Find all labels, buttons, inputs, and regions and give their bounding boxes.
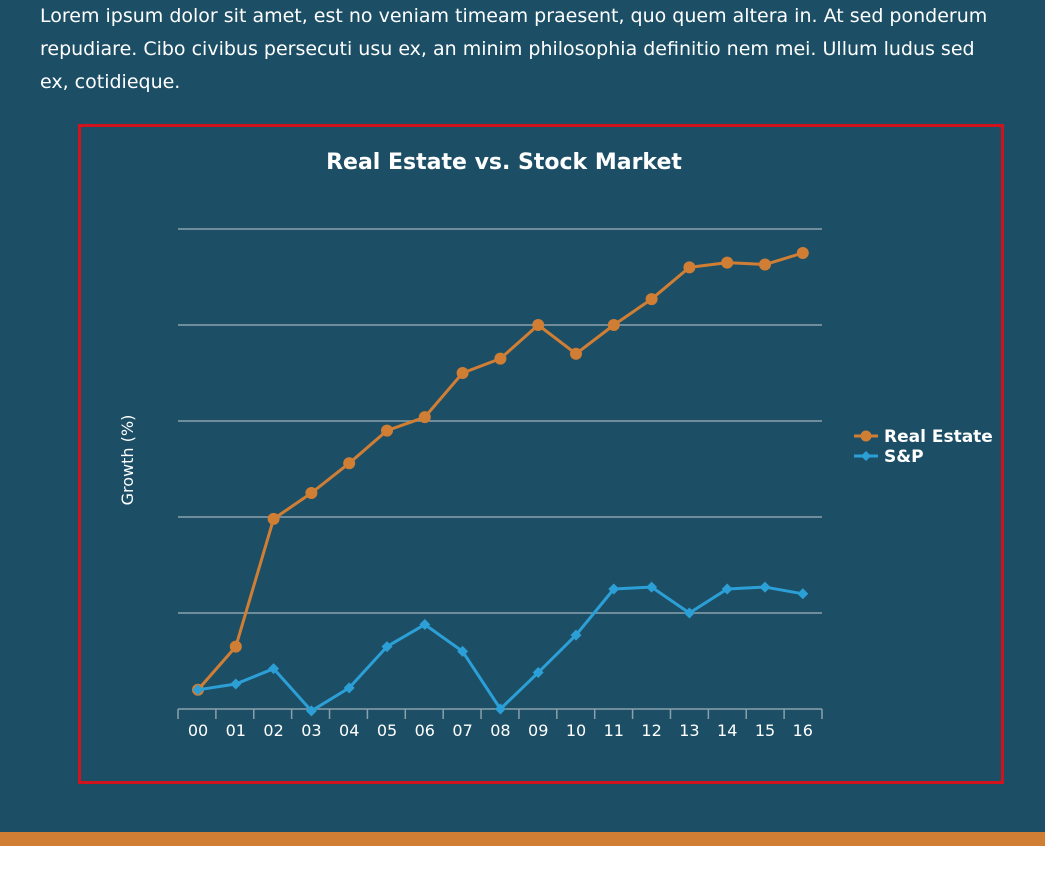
x-tick-label: 00 (188, 721, 208, 740)
series-real-estate (192, 247, 809, 696)
legend-item-real-estate: Real Estate (854, 427, 993, 447)
data-point (381, 424, 393, 437)
x-tick-label: 04 (339, 721, 359, 740)
gridlines (178, 228, 822, 614)
data-point (494, 352, 507, 365)
data-point (305, 487, 318, 499)
series-lines (192, 247, 809, 717)
data-point (268, 663, 280, 675)
x-tick-label: 11 (604, 721, 624, 740)
x-tick-label: 07 (452, 721, 472, 740)
x-tick-label: 16 (793, 721, 813, 740)
line-chart: Real Estate vs. Stock Market Growth (%) … (118, 150, 993, 740)
chart-frame: Real Estate vs. Stock Market Growth (%) … (78, 124, 1004, 784)
data-point (683, 607, 695, 619)
data-point (343, 457, 356, 470)
x-tick-label: 02 (263, 721, 283, 740)
data-point (797, 588, 809, 600)
data-point (570, 629, 582, 641)
data-point (343, 682, 355, 694)
intro-paragraph: Lorem ipsum dolor sit amet, est no venia… (40, 5, 988, 93)
legend-item-sp: S&P (854, 447, 924, 467)
x-tick-label: 06 (415, 721, 435, 740)
data-point (457, 645, 469, 657)
data-point (532, 319, 545, 331)
x-tick-label: 12 (641, 721, 661, 740)
data-point (608, 583, 620, 595)
legend-marker (861, 451, 871, 461)
data-point (418, 411, 431, 424)
data-point (456, 367, 469, 379)
data-point (721, 583, 733, 595)
data-point (646, 581, 658, 593)
data-point (267, 512, 280, 525)
data-point (683, 261, 696, 274)
x-tick-label: 09 (528, 721, 548, 740)
data-point (305, 705, 317, 717)
data-point (645, 293, 658, 306)
data-point (759, 258, 771, 271)
legend-marker (860, 430, 872, 442)
x-tick-label: 05 (377, 721, 397, 740)
data-point (759, 581, 771, 593)
x-tick-label: 10 (566, 721, 586, 740)
footer-accent-bar (0, 832, 1045, 846)
series-line (196, 251, 804, 691)
data-point (381, 641, 393, 653)
chart-title: Real Estate vs. Stock Market (326, 150, 682, 175)
data-point (494, 703, 506, 715)
x-tick-label: 13 (679, 721, 699, 740)
x-tick-label: 15 (755, 721, 775, 740)
data-point (230, 678, 242, 690)
x-tick-label: 14 (717, 721, 737, 740)
data-point (419, 619, 431, 631)
content-section: Lorem ipsum dolor sit amet, est no venia… (0, 0, 1045, 832)
x-tick-label: 03 (301, 721, 321, 740)
series-sp (192, 581, 809, 717)
y-axis-label: Growth (%) (118, 415, 137, 506)
x-tick-label: 01 (226, 721, 246, 740)
data-point (796, 247, 809, 259)
data-point (607, 319, 620, 331)
data-point (192, 684, 204, 696)
data-point (721, 256, 734, 269)
data-point (532, 667, 544, 679)
data-point (570, 347, 582, 360)
x-tick-label: 08 (490, 721, 510, 740)
data-point (229, 640, 242, 653)
legend-label: S&P (884, 447, 924, 467)
series-line (197, 585, 804, 713)
legend-label: Real Estate (884, 427, 993, 447)
